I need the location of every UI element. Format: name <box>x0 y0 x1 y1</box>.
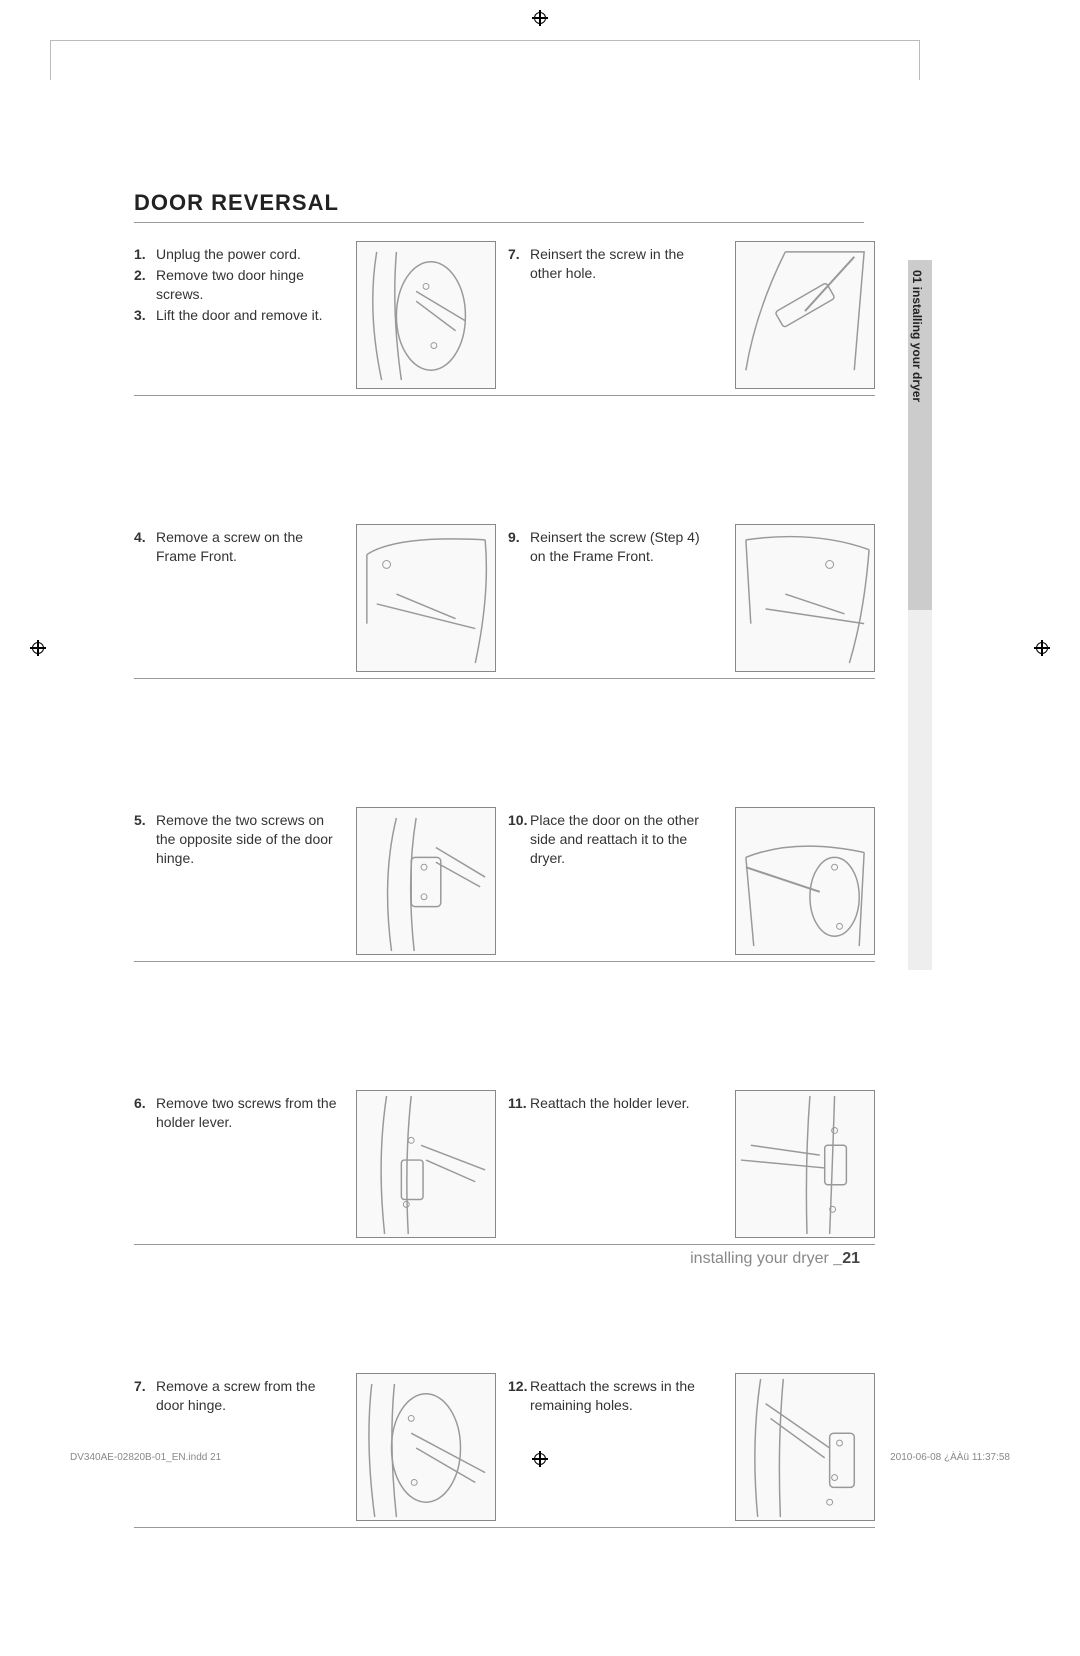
step-body: Remove two screws from the holder lever. <box>156 1094 340 1132</box>
footer-label: installing your dryer <box>690 1250 829 1267</box>
step-text-left-3: 5.Remove the two screws on the opposite … <box>134 807 344 955</box>
trim-line-top <box>50 40 920 41</box>
step-text-left-4: 6.Remove two screws from the holder leve… <box>134 1090 344 1238</box>
row-divider <box>134 1244 875 1245</box>
step-illustration-7b <box>356 1373 496 1521</box>
step-number: 4. <box>134 528 156 566</box>
hinge-screw-remove-illustration-icon <box>357 1374 495 1520</box>
section-tab: 01 installing your dryer <box>908 260 932 610</box>
door-reattach-illustration-icon <box>736 808 874 954</box>
footer-text: installing your dryer _21 <box>690 1250 860 1268</box>
step-text-right-4: 11.Reattach the holder lever. <box>508 1090 723 1238</box>
step-number: 5. <box>134 811 156 868</box>
step-number: 2. <box>134 266 156 304</box>
step-text-right-1: 7.Reinsert the screw in the other hole. <box>508 241 723 389</box>
step-text-left-1: 1.Unplug the power cord. 2.Remove two do… <box>134 241 344 389</box>
holder-lever-reattach-illustration-icon <box>736 1091 874 1237</box>
trim-line-right <box>919 40 920 80</box>
step-number: 7. <box>508 245 530 283</box>
holder-lever-remove-illustration-icon <box>357 1091 495 1237</box>
step-number: 3. <box>134 306 156 325</box>
section-tab-label: 01 installing your dryer <box>910 270 924 402</box>
step-body: Unplug the power cord. <box>156 245 340 264</box>
reattach-screws-illustration-icon <box>736 1374 874 1520</box>
screwdriver-hinge-illustration-icon <box>736 242 874 388</box>
step-number: 10. <box>508 811 530 868</box>
step-illustration-5 <box>356 807 496 955</box>
footer-meta-right: 2010-06-08 ¿ÀÀü 11:37:58 <box>890 1452 1010 1463</box>
crop-mark-left <box>30 640 46 656</box>
step-illustration-9 <box>735 524 875 672</box>
section-tab-extension <box>908 610 932 970</box>
step-body: Reinsert the screw in the other hole. <box>530 245 719 283</box>
step-body: Remove the two screws on the opposite si… <box>156 811 340 868</box>
row-divider <box>134 395 875 396</box>
step-body: Place the door on the other side and rea… <box>530 811 719 868</box>
step-body: Reinsert the screw (Step 4) on the Frame… <box>530 528 719 566</box>
step-text-right-5: 12.Reattach the screws in the remaining … <box>508 1373 723 1521</box>
door-hinge-illustration-icon <box>357 242 495 388</box>
step-number: 12. <box>508 1377 530 1415</box>
footer-meta-left: DV340AE-02820B-01_EN.indd 21 <box>70 1452 221 1463</box>
step-number: 9. <box>508 528 530 566</box>
step-illustration-12 <box>735 1373 875 1521</box>
row-divider <box>134 961 875 962</box>
footer-page-number: _21 <box>833 1250 860 1267</box>
step-number: 7. <box>134 1377 156 1415</box>
step-illustration-4 <box>356 524 496 672</box>
step-number: 11. <box>508 1094 530 1113</box>
row-divider <box>134 678 875 679</box>
step-illustration-10 <box>735 807 875 955</box>
row-divider <box>134 1527 875 1528</box>
frame-front-reinsert-illustration-icon <box>736 525 874 671</box>
title-rule <box>134 222 864 223</box>
step-illustration-11 <box>735 1090 875 1238</box>
page-title: DOOR REVERSAL <box>134 190 864 216</box>
crop-mark-right <box>1034 640 1050 656</box>
step-body: Reattach the holder lever. <box>530 1094 719 1113</box>
step-body: Remove a screw on the Frame Front. <box>156 528 340 566</box>
step-text-right-3: 10.Place the door on the other side and … <box>508 807 723 955</box>
step-body: Remove two door hinge screws. <box>156 266 340 304</box>
step-body: Reattach the screws in the remaining hol… <box>530 1377 719 1415</box>
step-body: Remove a screw from the door hinge. <box>156 1377 340 1415</box>
step-illustration-1 <box>356 241 496 389</box>
step-text-right-2: 9.Reinsert the screw (Step 4) on the Fra… <box>508 524 723 672</box>
step-illustration-7 <box>735 241 875 389</box>
trim-line-left <box>50 40 51 80</box>
frame-front-illustration-icon <box>357 525 495 671</box>
step-number: 1. <box>134 245 156 264</box>
step-illustration-6 <box>356 1090 496 1238</box>
steps-grid: 1.Unplug the power cord. 2.Remove two do… <box>134 241 864 1656</box>
crop-mark-top <box>532 10 548 26</box>
door-hinge-opposite-illustration-icon <box>357 808 495 954</box>
page-content: DOOR REVERSAL 1.Unplug the power cord. 2… <box>134 190 864 1656</box>
step-text-left-5: 7.Remove a screw from the door hinge. <box>134 1373 344 1521</box>
step-number: 6. <box>134 1094 156 1132</box>
step-body: Lift the door and remove it. <box>156 306 340 325</box>
step-text-left-2: 4.Remove a screw on the Frame Front. <box>134 524 344 672</box>
